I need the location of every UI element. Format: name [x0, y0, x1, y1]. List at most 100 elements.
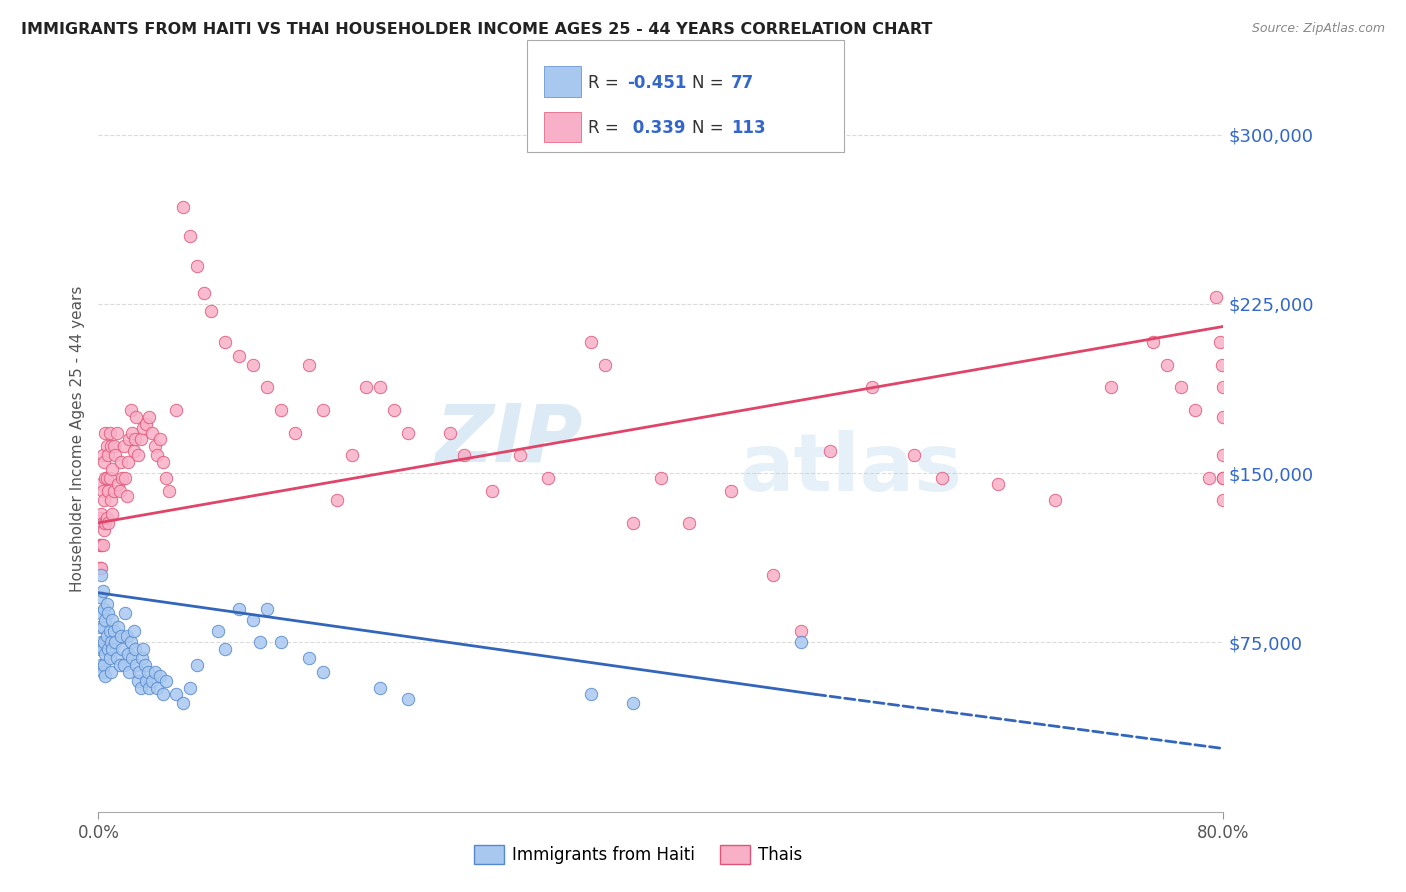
Point: [1099, 380, 1122, 394]
Point: [93, 493, 115, 508]
Point: [1212, 409, 1234, 424]
Point: [368, 681, 391, 695]
Point: [122, 443, 145, 458]
Text: N =: N =: [692, 74, 728, 93]
Text: -0.451: -0.451: [627, 74, 686, 93]
Point: [141, 673, 163, 688]
Point: [103, 484, 125, 499]
Point: [298, 651, 321, 665]
Point: [108, 658, 131, 673]
Point: [89, 620, 111, 634]
Point: [256, 380, 278, 394]
Point: [621, 516, 644, 530]
Point: [249, 635, 271, 649]
Point: [439, 425, 461, 440]
Point: [172, 697, 194, 711]
Point: [1212, 471, 1234, 485]
Point: [105, 425, 128, 440]
Point: [94, 647, 117, 661]
Point: [96, 439, 118, 453]
Point: [186, 259, 208, 273]
Point: [97, 606, 120, 620]
Point: [90, 635, 112, 649]
Point: [179, 229, 201, 244]
Point: [1212, 448, 1234, 462]
Point: [1156, 358, 1178, 372]
Point: [135, 417, 157, 431]
Point: [94, 425, 117, 440]
Text: 0.339: 0.339: [627, 120, 686, 137]
Point: [91, 516, 114, 530]
Point: [124, 642, 146, 657]
Point: [340, 448, 363, 462]
Point: [138, 409, 160, 424]
Point: [96, 471, 118, 485]
Point: [93, 523, 115, 537]
Point: [104, 635, 127, 649]
Point: [228, 349, 250, 363]
Point: [157, 484, 180, 499]
Point: [98, 471, 121, 485]
Point: [98, 425, 121, 440]
Text: N =: N =: [692, 120, 728, 137]
Point: [326, 493, 349, 508]
Point: [93, 455, 115, 469]
Point: [93, 635, 115, 649]
Point: [97, 448, 120, 462]
Point: [172, 200, 194, 214]
Point: [790, 635, 813, 649]
Point: [621, 697, 644, 711]
Point: [100, 493, 122, 508]
Point: [903, 448, 925, 462]
Point: [93, 601, 115, 615]
Point: [100, 635, 122, 649]
Point: [228, 601, 250, 615]
Point: [368, 380, 391, 394]
Point: [720, 484, 742, 499]
Point: [117, 647, 139, 661]
Point: [593, 358, 616, 372]
Point: [91, 665, 114, 679]
Point: [132, 421, 155, 435]
Point: [141, 425, 163, 440]
Point: [104, 448, 127, 462]
Point: [90, 658, 112, 673]
Point: [1170, 380, 1192, 394]
Point: [97, 642, 120, 657]
Point: [146, 448, 169, 462]
Point: [112, 658, 135, 673]
Point: [94, 516, 117, 530]
Point: [256, 601, 278, 615]
Point: [790, 624, 813, 639]
Point: [762, 567, 785, 582]
Point: [579, 335, 602, 350]
Point: [120, 635, 142, 649]
Point: [98, 624, 121, 639]
Point: [987, 477, 1010, 491]
Text: IMMIGRANTS FROM HAITI VS THAI HOUSEHOLDER INCOME AGES 25 - 44 YEARS CORRELATION : IMMIGRANTS FROM HAITI VS THAI HOUSEHOLDE…: [21, 22, 932, 37]
Point: [112, 439, 135, 453]
Legend: Immigrants from Haiti, Thais: Immigrants from Haiti, Thais: [467, 838, 810, 871]
Point: [312, 403, 335, 417]
Point: [129, 681, 152, 695]
Point: [1212, 380, 1234, 394]
Point: [105, 651, 128, 665]
Text: 113: 113: [731, 120, 766, 137]
Point: [537, 471, 560, 485]
Y-axis label: Householder Income Ages 25 - 44 years: Householder Income Ages 25 - 44 years: [70, 286, 86, 592]
Point: [242, 613, 264, 627]
Point: [931, 471, 953, 485]
Point: [270, 403, 292, 417]
Point: [132, 642, 155, 657]
Point: [110, 629, 132, 643]
Point: [89, 591, 111, 605]
Point: [90, 538, 112, 552]
Point: [100, 665, 122, 679]
Point: [91, 642, 114, 657]
Point: [200, 303, 222, 318]
Point: [127, 673, 149, 688]
Text: 77: 77: [731, 74, 755, 93]
Point: [90, 477, 112, 491]
Point: [115, 489, 138, 503]
Point: [152, 455, 174, 469]
